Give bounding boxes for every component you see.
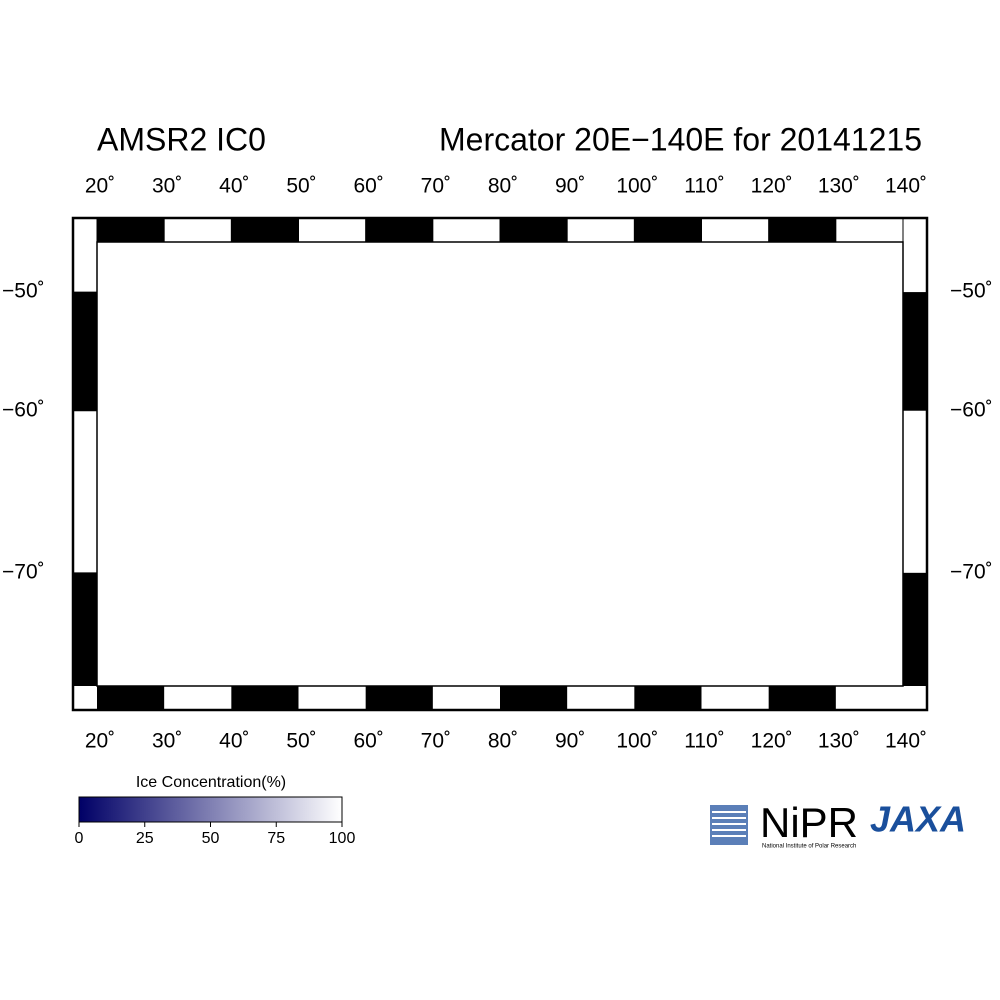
lon-label-bottom: 100˚: [616, 730, 658, 753]
lon-label-top: 130˚: [818, 175, 860, 198]
frame-band: [903, 572, 927, 686]
lat-label-right: −60˚: [950, 398, 993, 421]
lon-label-top: 20˚: [85, 175, 115, 198]
lon-label-top: 120˚: [751, 175, 793, 198]
lon-label-bottom: 30˚: [152, 730, 182, 753]
lon-label-top: 70˚: [421, 175, 451, 198]
lon-label-top: 80˚: [488, 175, 518, 198]
lon-label-top: 50˚: [286, 175, 316, 198]
frame-band: [97, 218, 165, 242]
lon-label-top: 100˚: [616, 175, 658, 198]
map-frame: [71, 216, 929, 712]
frame-band: [365, 686, 433, 710]
colorbar-tick-label: 100: [329, 830, 356, 847]
lon-label-bottom: 50˚: [286, 730, 316, 753]
nipr-logo: NiPR National Institute of Polar Researc…: [710, 799, 858, 850]
lon-label-bottom: 70˚: [421, 730, 451, 753]
frame-band: [500, 686, 568, 710]
title-left: AMSR2 IC0: [97, 121, 266, 157]
lat-label-right: −50˚: [950, 280, 993, 303]
jaxa-logo: JAXA: [870, 799, 966, 840]
axis-labels: 20˚ 20˚ 30˚ 30˚ 40˚ 40˚ 50˚ 50˚ 60˚ 60˚ 70˚ 70˚ 80˚ 8…: [2, 175, 993, 753]
frame-band: [768, 218, 836, 242]
colorbar-tick-label: 25: [136, 830, 154, 847]
frame-band: [231, 218, 299, 242]
frame-band: [903, 292, 927, 411]
lon-label-bottom: 40˚: [219, 730, 249, 753]
lat-label-left: −50˚: [2, 280, 45, 303]
title-right: Mercator 20E−140E for 20141215: [439, 121, 922, 157]
frame-band: [768, 686, 836, 710]
lon-label-top: 40˚: [219, 175, 249, 198]
lon-label-top: 60˚: [353, 175, 383, 198]
lon-label-bottom: 80˚: [488, 730, 518, 753]
lon-label-bottom: 20˚: [85, 730, 115, 753]
lat-label-left: −60˚: [2, 398, 45, 421]
lon-label-bottom: 90˚: [555, 730, 585, 753]
nipr-full: National Institute of Polar Research: [762, 844, 856, 850]
frame-band: [500, 218, 568, 242]
frame-band: [231, 686, 299, 710]
colorbar: Ice Concentration(%) 0 25 50 75 100: [75, 774, 356, 847]
lon-label-bottom: 110˚: [684, 730, 724, 753]
lon-label-top: 90˚: [555, 175, 585, 198]
lon-label-top: 140˚: [885, 175, 927, 198]
frame-band: [634, 218, 702, 242]
lon-label-bottom: 140˚: [885, 730, 927, 753]
lat-label-right: −70˚: [950, 560, 993, 583]
lon-label-top: 110˚: [684, 175, 724, 198]
colorbar-ramp: [78, 796, 343, 823]
colorbar-tick-label: 50: [202, 830, 220, 847]
lon-label-bottom: 120˚: [751, 730, 793, 753]
frame-band: [73, 572, 97, 686]
nipr-text: NiPR: [760, 799, 858, 846]
frame-band: [73, 292, 97, 411]
frame-band: [365, 218, 433, 242]
lon-label-top: 30˚: [152, 175, 182, 198]
colorbar-label: Ice Concentration(%): [136, 774, 286, 791]
frame-band: [634, 686, 702, 710]
lon-label-bottom: 60˚: [353, 730, 383, 753]
frame-band: [97, 686, 165, 710]
nipr-icon-lines: [712, 811, 746, 837]
colorbar-tick-label: 0: [75, 830, 84, 847]
colorbar-tick-label: 75: [267, 830, 285, 847]
lon-label-bottom: 130˚: [818, 730, 860, 753]
frame-outer: [71, 216, 929, 712]
lat-label-left: −70˚: [2, 560, 45, 583]
